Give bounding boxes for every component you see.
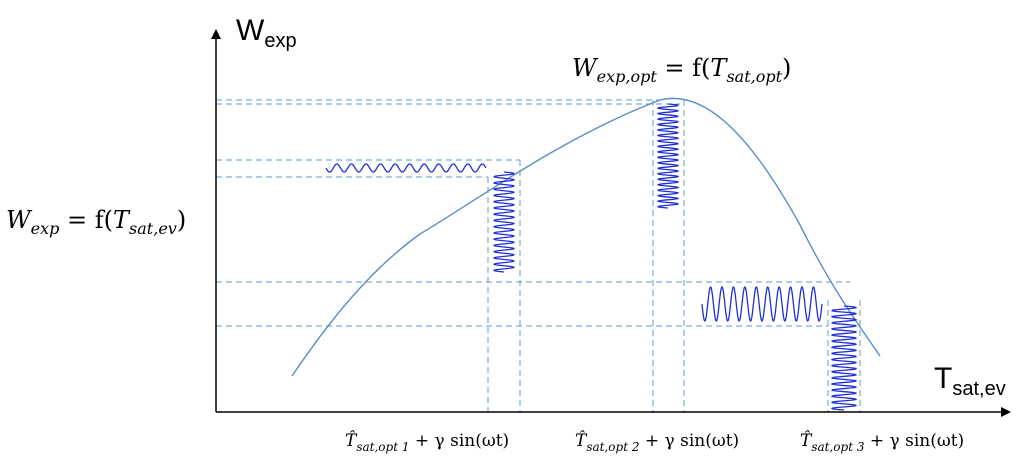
performance-curve bbox=[291, 97, 881, 377]
bottom-label-3: T̂sat,opt 3 + γ sin(ωt) bbox=[800, 431, 964, 454]
wave-vertical-3 bbox=[830, 305, 858, 411]
y-axis-label: Wexp bbox=[236, 14, 297, 52]
wave-horizontal-1 bbox=[325, 163, 487, 173]
wave-horizontal-3 bbox=[701, 286, 823, 322]
sinusoidal-perturbations bbox=[325, 103, 858, 411]
wave-vertical-2 bbox=[656, 103, 680, 209]
guide-lines bbox=[216, 99, 861, 412]
bottom-label-1: T̂sat,opt 1 + γ sin(ωt) bbox=[345, 431, 509, 454]
equation-left: Wexp = f(Tsat,ev) bbox=[6, 206, 186, 238]
equation-top: Wexp,opt = f(Tsat,opt) bbox=[572, 54, 791, 86]
bottom-label-2: T̂sat,opt 2 + γ sin(ωt) bbox=[575, 431, 739, 454]
x-axis-label: Tsat,ev bbox=[934, 362, 1006, 400]
wave-vertical-1 bbox=[493, 171, 515, 273]
